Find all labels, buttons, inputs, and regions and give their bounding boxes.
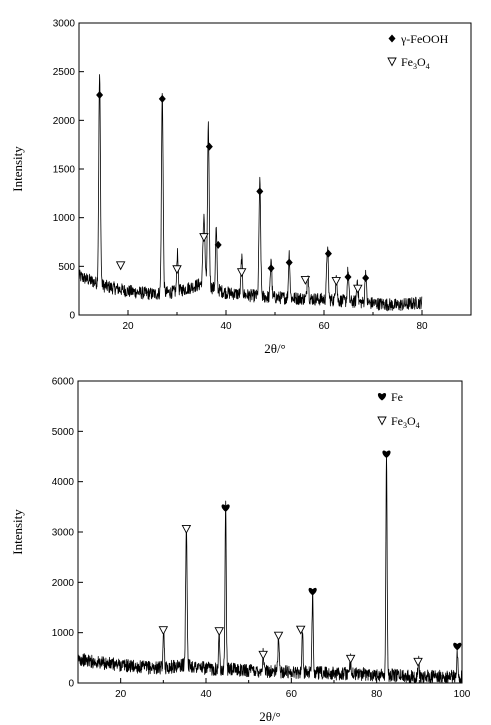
x-tick-label: 60: [286, 689, 298, 700]
x-tick-label: 100: [454, 689, 471, 700]
chart-top-gamma-feooh: 0 500 1000 1500 2000 2500 3000 20 40 60 80 2θ/° In…: [10, 19, 472, 356]
legend-label-fe: Fe: [391, 390, 403, 404]
legend: γ-FeOOH Fe3O4: [387, 32, 449, 71]
feooh-peak-marker: [344, 273, 352, 282]
y-axis-title: Intensity: [10, 146, 25, 192]
legend-triangle-down-icon: [387, 57, 397, 67]
y-tick-label: 0: [68, 679, 74, 690]
legend-heart-icon: [377, 393, 387, 401]
y-tick-label: 4000: [52, 477, 75, 488]
y-tick-label: 3000: [53, 19, 76, 30]
fe-peak-marker: [221, 504, 230, 512]
fe3o4-peak-marker: [295, 625, 306, 635]
fe3o4-peak-marker: [214, 627, 224, 637]
feooh-peak-marker: [214, 240, 222, 249]
fe-peak-marker: [453, 642, 462, 651]
fe-peak-marker: [382, 450, 391, 458]
y-tick-label: 2500: [53, 67, 76, 78]
plot-area: 0 1000 2000 3000 4000 5000 6000 20 40 60 80 100: [52, 377, 471, 701]
fe-peak-marker: [308, 587, 317, 596]
x-tick-label: 80: [371, 689, 383, 700]
legend-label-feooh: γ-FeOOH: [400, 32, 449, 46]
feooh-peak-marker: [324, 249, 332, 258]
fe3o4-peak-marker: [413, 657, 423, 667]
fe3o4-peak-marker: [345, 654, 356, 664]
legend-diamond-icon: [388, 34, 396, 43]
fe3o4-peak-marker: [273, 631, 284, 641]
feooh-peak-marker: [267, 264, 275, 273]
x-tick-label: 40: [200, 689, 212, 700]
chart-bottom-fe: 0 1000 2000 3000 4000 5000 6000 20 40 60 80 100 2θ/…: [10, 377, 471, 725]
y-tick-label: 2000: [52, 578, 75, 589]
fe3o4-peak-marker: [158, 626, 169, 636]
fe3o4-peak-marker: [353, 284, 363, 294]
xrd-pattern-line: [77, 453, 463, 684]
x-axis-title: 2θ/°: [264, 341, 286, 356]
fe3o4-peak-marker: [181, 525, 192, 534]
xrd-pattern-line: [78, 74, 423, 312]
feooh-peak-marker: [256, 187, 264, 196]
y-tick-label: 1000: [52, 628, 75, 639]
fe3o4-peak-marker: [258, 650, 268, 660]
legend-triangle-down-icon: [377, 416, 387, 426]
y-tick-label: 1500: [53, 165, 76, 176]
x-axis-title: 2θ/°: [259, 709, 281, 724]
fe3o4-peak-marker: [199, 233, 209, 243]
y-tick-label: 3000: [52, 528, 75, 539]
legend: Fe Fe3O4: [377, 390, 420, 430]
feooh-peak-marker: [96, 91, 104, 100]
legend-label-fe3o4: Fe3O4: [401, 55, 430, 71]
x-tick-label: 20: [122, 321, 134, 332]
feooh-peak-marker: [205, 142, 213, 151]
y-tick-label: 1000: [53, 213, 76, 224]
x-tick-label: 40: [220, 321, 232, 332]
fe3o4-peak-marker: [300, 276, 311, 285]
fe3o4-peak-marker: [236, 268, 247, 278]
x-tick-label: 80: [416, 321, 428, 332]
x-tick-label: 60: [318, 321, 330, 332]
y-tick-label: 0: [69, 311, 75, 322]
y-tick-label: 5000: [52, 427, 75, 438]
y-axis-title: Intensity: [10, 509, 25, 555]
feooh-peak-marker: [285, 258, 293, 267]
legend-label-fe3o4: Fe3O4: [391, 414, 420, 430]
y-tick-label: 500: [58, 262, 75, 273]
feooh-peak-marker: [362, 274, 370, 283]
fe3o4-peak-marker: [115, 261, 126, 271]
feooh-peak-marker: [158, 94, 166, 103]
fe3o4-peak-marker: [331, 276, 341, 286]
x-tick-label: 20: [115, 689, 127, 700]
y-tick-label: 6000: [52, 377, 75, 388]
fe3o4-peak-marker: [172, 265, 182, 275]
y-tick-label: 2000: [53, 116, 76, 127]
plot-area: 0 500 1000 1500 2000 2500 3000 20 40 60 80: [53, 19, 472, 332]
